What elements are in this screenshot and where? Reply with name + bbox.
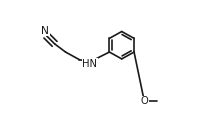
Text: HN: HN — [82, 59, 97, 69]
Text: O: O — [140, 96, 147, 106]
Text: N: N — [41, 26, 49, 36]
